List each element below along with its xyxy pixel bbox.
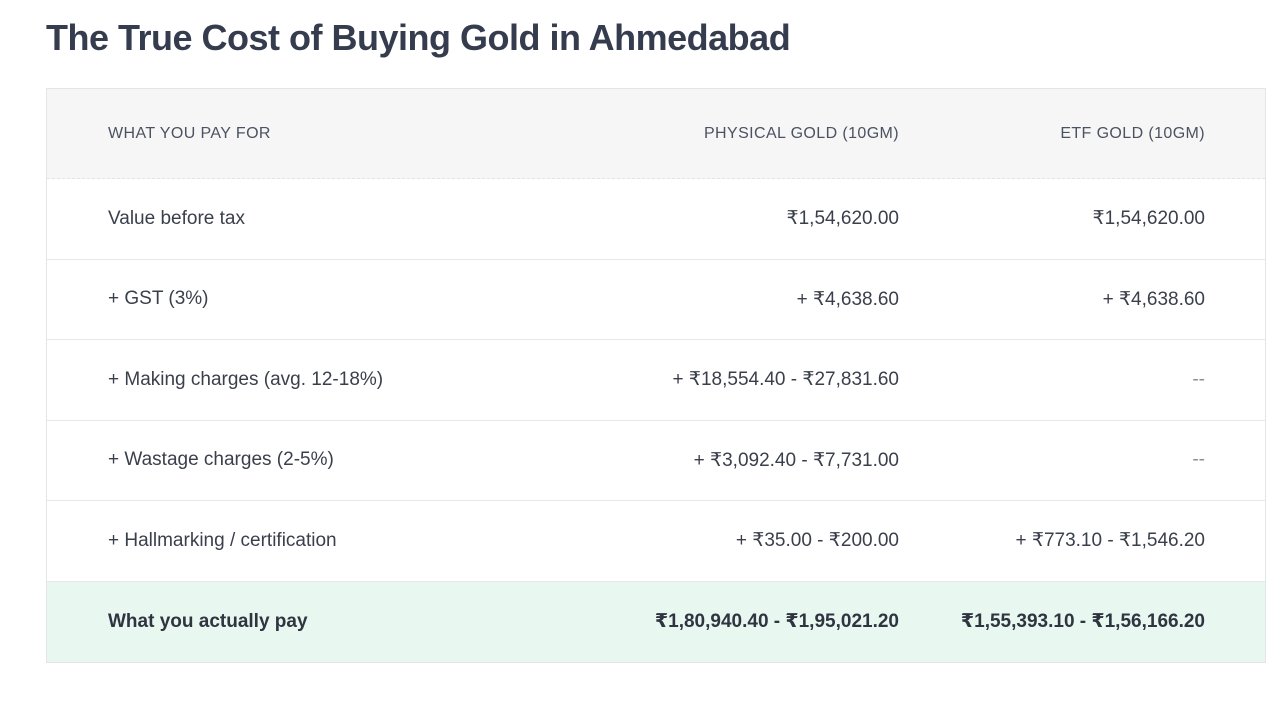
header-physical-gold: PHYSICAL GOLD (10GM) xyxy=(703,124,899,142)
physical-value: + ₹18,554.40 - ₹27,831.60 xyxy=(672,369,900,391)
row-label: + GST (3%) xyxy=(108,288,209,310)
table-row: + Making charges (avg. 12-18%) + ₹18,554… xyxy=(47,340,1265,421)
row-label: + Hallmarking / certification xyxy=(108,529,337,551)
total-physical-value: ₹1,80,940.40 - ₹1,95,021.20 xyxy=(654,611,899,632)
total-row: What you actually pay ₹1,80,940.40 - ₹1,… xyxy=(47,581,1265,662)
etf-value: + ₹773.10 - ₹1,546.20 xyxy=(1015,530,1205,552)
physical-value: ₹1,54,620.00 xyxy=(786,208,899,230)
total-label: What you actually pay xyxy=(108,610,308,632)
header-what-you-pay-for: WHAT YOU PAY FOR xyxy=(108,124,271,142)
table-row: + GST (3%) + ₹4,638.60 + ₹4,638.60 xyxy=(47,259,1265,340)
physical-value: + ₹3,092.40 - ₹7,731.00 xyxy=(693,449,899,471)
table-row: + Hallmarking / certification + ₹35.00 -… xyxy=(47,501,1265,582)
table-row: + Wastage charges (2-5%) + ₹3,092.40 - ₹… xyxy=(47,420,1265,501)
row-label: + Wastage charges (2-5%) xyxy=(108,449,334,471)
table-header-row: WHAT YOU PAY FOR PHYSICAL GOLD (10GM) ET… xyxy=(47,89,1265,179)
header-etf-gold: ETF GOLD (10GM) xyxy=(1060,124,1205,142)
table-row: Value before tax ₹1,54,620.00 ₹1,54,620.… xyxy=(47,179,1265,260)
physical-value: + ₹35.00 - ₹200.00 xyxy=(735,530,899,552)
etf-value: + ₹4,638.60 xyxy=(1102,288,1205,310)
cost-comparison-table: WHAT YOU PAY FOR PHYSICAL GOLD (10GM) ET… xyxy=(46,88,1266,663)
etf-value: -- xyxy=(1192,368,1205,390)
etf-value: ₹1,54,620.00 xyxy=(1092,208,1205,230)
row-label: Value before tax xyxy=(108,207,245,229)
etf-value: -- xyxy=(1192,449,1205,471)
total-etf-value: ₹1,55,393.10 - ₹1,56,166.20 xyxy=(960,611,1205,632)
row-label: + Making charges (avg. 12-18%) xyxy=(108,368,384,390)
page-title: The True Cost of Buying Gold in Ahmedaba… xyxy=(46,17,791,58)
physical-value: + ₹4,638.60 xyxy=(796,288,899,310)
